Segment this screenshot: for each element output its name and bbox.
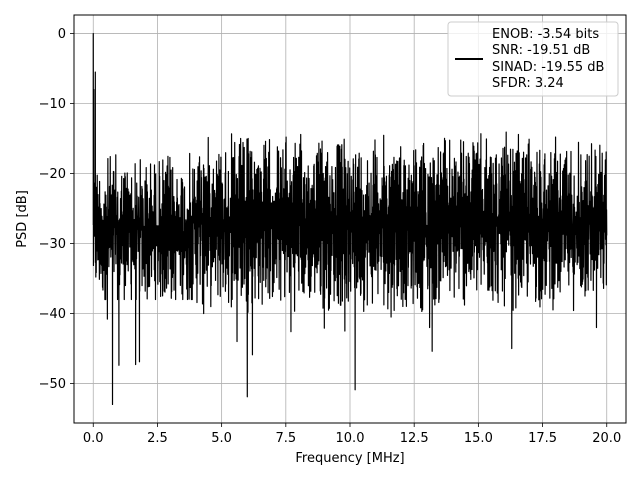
ticks: 0.0 2.5 5.0 7.5 10.0 12.5 15.0 17.5 20.0 0 −10 −20 −… bbox=[39, 27, 622, 446]
legend-box bbox=[447, 21, 619, 97]
x-tick-label: 0.0 bbox=[83, 431, 104, 446]
x-tick-label: 7.5 bbox=[275, 431, 296, 446]
y-tick-label: −50 bbox=[39, 377, 66, 392]
x-axis-label: Frequency [MHz] bbox=[295, 451, 404, 466]
y-tick-label: −30 bbox=[39, 237, 66, 252]
x-tick-label: 12.5 bbox=[400, 431, 429, 446]
series-layer bbox=[92, 32, 608, 406]
y-tick-label: −20 bbox=[39, 167, 66, 182]
x-tick-label: 15.0 bbox=[464, 431, 493, 446]
legend-snr: SNR: -19.51 dB bbox=[492, 43, 590, 58]
legend-sfdr: SFDR: 3.24 bbox=[492, 76, 564, 91]
y-tick-label: 0 bbox=[58, 27, 66, 42]
legend-sinad: SINAD: -19.55 dB bbox=[492, 60, 604, 75]
y-tick-label: −40 bbox=[39, 307, 66, 322]
x-tick-label: 20.0 bbox=[592, 431, 621, 446]
x-tick-label: 10.0 bbox=[336, 431, 365, 446]
x-tick-label: 2.5 bbox=[147, 431, 168, 446]
psd-series-line bbox=[92, 32, 608, 406]
y-tick-label: −10 bbox=[39, 97, 66, 112]
legend-enob: ENOB: -3.54 bits bbox=[492, 27, 599, 42]
y-axis-label: PSD [dB] bbox=[15, 190, 30, 248]
x-tick-label: 5.0 bbox=[211, 431, 232, 446]
x-tick-label: 17.5 bbox=[528, 431, 557, 446]
legend: ENOB: -3.54 bits SNR: -19.51 dB SINAD: -… bbox=[447, 21, 619, 97]
